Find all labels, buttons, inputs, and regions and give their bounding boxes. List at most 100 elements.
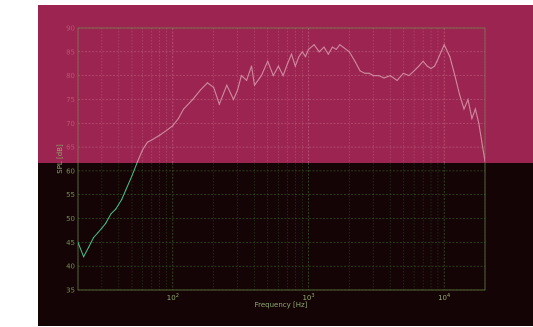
series-point [125,189,127,191]
y-axis-label: SPL [dB] [56,144,64,174]
y-tick-label: 55 [66,191,75,199]
series-point [372,75,374,77]
series-point [137,160,139,162]
series-point [454,75,456,77]
series-point [418,65,420,67]
x-tick-label: 102 [167,293,179,302]
series-point [272,75,274,77]
series-point [478,122,480,124]
series-point [467,98,469,101]
series-point [115,208,117,210]
series-point [199,89,202,91]
y-tick-label: 35 [66,287,75,295]
series-point [172,125,174,127]
series-point [286,63,289,65]
series-point [474,108,476,110]
series-point [105,222,107,224]
series-point [327,53,329,55]
series-point [237,89,239,91]
series-point [484,160,485,162]
series-point [142,148,144,151]
minor-gridlines [77,28,486,290]
series-point [151,139,153,141]
y-tick-label: 50 [66,215,75,223]
series-point [348,51,350,53]
series-point [97,232,99,234]
series-point [101,227,103,229]
series-point [434,65,436,67]
series-point [301,51,303,53]
series-point [378,75,380,77]
series-point [277,65,279,67]
series-point [331,46,333,48]
y-tick-label: 80 [66,72,75,80]
series-point [307,48,310,51]
series-point [396,79,398,81]
series-point [78,241,79,243]
series-point [246,79,248,81]
series-point [92,237,95,239]
x-axis-label: Frequency [Hz] [255,301,308,309]
series-point [253,84,256,86]
series-point [192,98,194,101]
series-point [282,75,284,77]
series-point [213,86,215,89]
series-point [131,175,133,177]
series-point [364,72,366,74]
series-point [422,60,424,62]
series-point [408,75,410,77]
series-point [313,44,315,46]
series-point [339,44,341,46]
series-point [402,72,404,74]
series-point [290,53,293,55]
series-point [240,75,242,77]
y-tick-label: 65 [66,144,75,152]
series-point [389,75,391,77]
series-point [426,65,428,67]
series-point [437,58,439,60]
series-point [342,46,344,48]
y-tick-label: 40 [66,263,75,271]
series-point [459,94,461,96]
series-point [88,246,90,248]
series-point [354,60,356,62]
series-point [83,256,85,258]
series-point [250,65,253,67]
series-point [318,51,320,53]
series-point [298,56,300,58]
series-point [267,60,269,62]
series-point [413,70,415,72]
chart-background-upper [38,5,533,163]
chart-background-lower [38,163,533,326]
series-point [226,84,228,86]
series-point [440,51,442,53]
series-point [260,75,262,77]
series-point [206,82,209,84]
series-point [218,103,220,105]
series-point [159,134,161,136]
y-tick-label: 60 [66,167,75,175]
series-point [471,117,473,120]
x-tick-label: 103 [302,293,314,302]
series-point [121,198,123,201]
series-point [449,56,451,58]
series-point [383,77,385,79]
series-layer [78,43,485,258]
y-tick-label: 85 [66,48,75,56]
series-point [177,117,179,120]
series-point [359,70,361,72]
x-tick-labels: 102 103 104 [167,293,450,302]
series-point [183,108,185,110]
y-tick-label: 75 [66,96,75,104]
series-point [335,48,337,51]
series-point [110,213,112,215]
series-point [443,44,445,46]
series-point [430,67,432,70]
series-point [166,129,168,131]
series-point [294,65,296,67]
series-point [368,72,370,74]
series-point [232,98,235,101]
series-point [304,56,307,58]
y-tick-labels: 35 40 45 50 55 60 65 70 75 80 85 90 [66,25,75,295]
